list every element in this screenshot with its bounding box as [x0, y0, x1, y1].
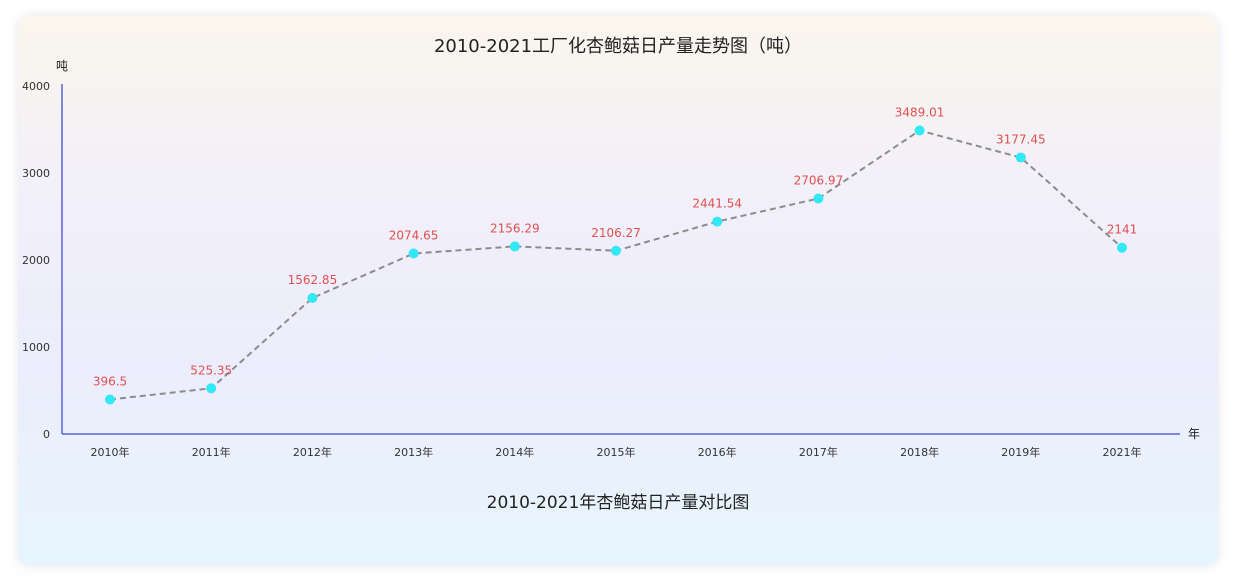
data-label: 3177.45: [996, 133, 1046, 147]
x-tick-label: 2011年: [192, 445, 231, 459]
data-label: 3489.01: [895, 105, 945, 119]
y-tick-label: 2000: [22, 254, 50, 267]
chart-caption: 2010-2021年杏鲍菇日产量对比图: [487, 493, 750, 513]
data-point[interactable]: [206, 383, 217, 394]
y-tick-label: 3000: [22, 167, 50, 180]
x-tick-label: 2021年: [1103, 445, 1142, 459]
data-label: 2141: [1107, 223, 1138, 237]
data-point[interactable]: [914, 125, 925, 136]
x-tick-label: 2016年: [698, 445, 737, 459]
y-axis-unit: 吨: [56, 59, 68, 73]
data-label: 525.35: [190, 363, 232, 377]
x-tick-label: 2017年: [799, 445, 838, 459]
data-point[interactable]: [611, 245, 621, 256]
x-tick-label: 2012年: [293, 445, 332, 459]
data-point[interactable]: [1117, 242, 1127, 253]
y-tick-label: 4000: [22, 80, 50, 93]
chart-card: [18, 16, 1218, 566]
data-point[interactable]: [813, 193, 824, 204]
data-label: 396.5: [93, 375, 127, 389]
y-tick-label: 0: [43, 428, 50, 441]
x-tick-label: 2010年: [91, 445, 130, 459]
series-line: [109, 129, 1123, 401]
x-tick-label: 2015年: [597, 445, 636, 459]
data-point[interactable]: [1015, 152, 1026, 163]
data-label: 2706.97: [794, 173, 844, 187]
data-label: 2441.54: [692, 197, 742, 211]
x-tick-label: 2019年: [1001, 445, 1040, 459]
data-point[interactable]: [408, 248, 419, 259]
data-point[interactable]: [105, 394, 115, 405]
data-point[interactable]: [712, 216, 723, 227]
x-axis-unit: 年: [1188, 427, 1200, 441]
data-label: 2106.27: [591, 226, 641, 240]
y-tick-label: 1000: [22, 341, 50, 354]
data-label: 1562.85: [288, 273, 338, 287]
chart-title: 2010-2021工厂化杏鲍菇日产量走势图（吨）: [434, 36, 802, 57]
data-label: 2156.29: [490, 221, 540, 235]
x-tick-label: 2018年: [900, 445, 939, 459]
x-tick-label: 2013年: [394, 445, 433, 459]
data-point[interactable]: [307, 293, 318, 304]
data-label: 2074.65: [389, 229, 439, 243]
data-point[interactable]: [509, 241, 520, 252]
x-tick-label: 2014年: [495, 445, 534, 459]
